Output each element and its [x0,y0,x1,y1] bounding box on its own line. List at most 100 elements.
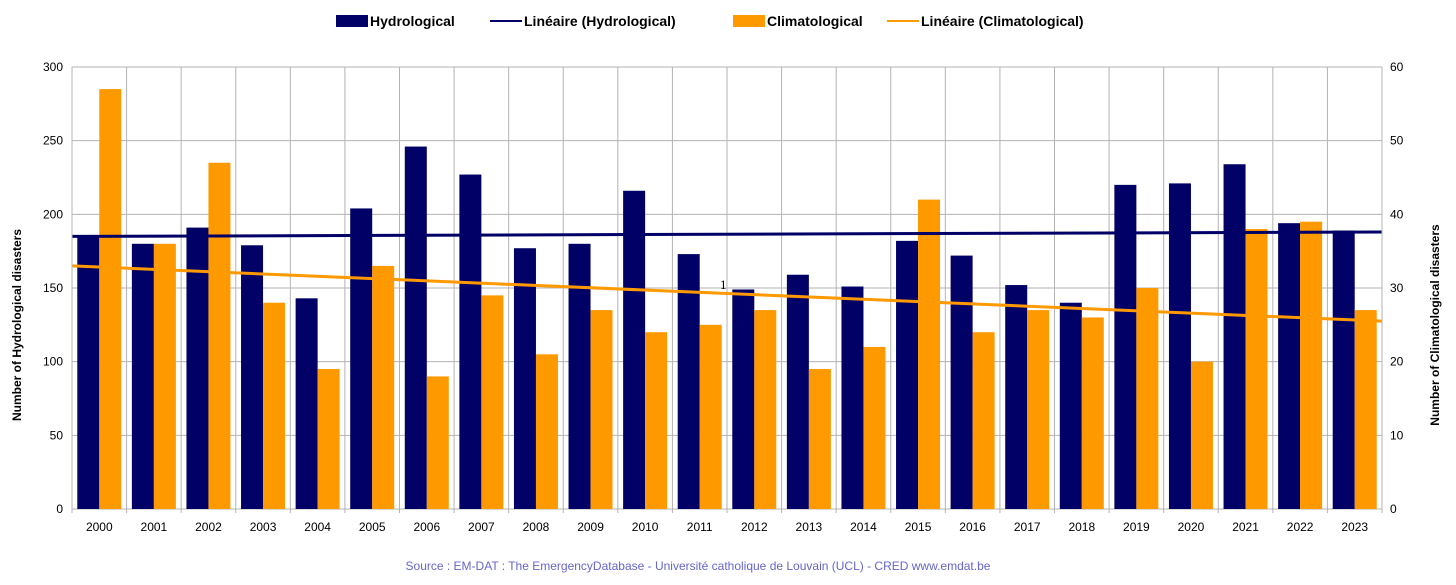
y-axis-title: Number of Hydrological disasters [10,229,24,421]
y2-tick-label: 30 [1390,281,1404,295]
bar-hydrological-2012 [732,289,755,509]
bar-climatological-2011 [699,324,722,509]
legend-label: Hydrological [370,13,455,29]
source-caption: Source : EM-DAT : The EmergencyDatabase … [406,559,991,573]
bar-climatological-2014 [863,346,886,509]
y-tick-label: 50 [50,428,64,442]
x-tick-label: 2022 [1287,520,1314,534]
trendlines [71,230,1383,323]
bar-climatological-2018 [1081,317,1104,509]
x-tick-label: 2007 [468,520,495,534]
bar-climatological-2021 [1245,229,1268,510]
y-tick-label: 250 [43,134,63,148]
x-tick-label: 2013 [796,520,823,534]
bar-climatological-2017 [1027,310,1050,509]
legend-swatch [336,15,368,27]
bar-hydrological-2022 [1278,223,1301,509]
bar-climatological-2016 [972,332,995,509]
x-tick-label: 2016 [959,520,986,534]
x-tick-label: 2014 [850,520,877,534]
x-tick-label: 2004 [304,520,331,534]
axes: 2000 2001 2002 2003 2004 2005 2006 2007 2008 2009… [43,60,1404,534]
x-tick-label: 2002 [195,520,222,534]
y-tick-label: 100 [43,355,63,369]
bar-hydrological-2002 [186,227,209,510]
bar-hydrological-2023 [1332,230,1355,510]
bar-hydrological-2020 [1168,183,1191,510]
y-tick-label: 200 [43,207,63,221]
x-tick-label: 2018 [1068,520,1095,534]
y2-tick-label: 50 [1390,134,1404,148]
bar-hydrological-2013 [786,274,809,509]
bar-hydrological-2003 [241,245,264,510]
x-tick-label: 2001 [141,520,168,534]
x-tick-label: 2003 [250,520,277,534]
x-tick-label: 2005 [359,520,386,534]
y2-tick-label: 10 [1390,428,1404,442]
x-tick-label: 2011 [687,520,713,534]
legend-item-3: Linéaire (Climatological) [887,13,1084,29]
legend-item-1: Linéaire (Hydrological) [490,13,676,29]
bar-hydrological-2000 [77,236,100,509]
bar-climatological-2022 [1300,221,1323,509]
bar-climatological-2019 [1136,288,1159,509]
bar-climatological-2001 [153,243,176,510]
bar-climatological-2002 [208,162,231,509]
bar-hydrological-2017 [1005,285,1028,509]
bar-climatological-2004 [317,369,340,509]
x-tick-label: 2012 [741,520,768,534]
bar-hydrological-2009 [568,243,591,510]
bar-hydrological-2016 [950,255,973,509]
legend-label: Linéaire (Climatological) [921,13,1084,29]
legend: Hydrological Linéaire (Hydrological) Clima… [336,13,1084,29]
legend-label: Climatological [767,13,863,29]
bar-climatological-2010 [645,332,668,509]
bar-hydrological-2010 [623,190,646,509]
bar-climatological-2023 [1354,310,1377,509]
bars [77,89,1377,510]
y-tick-label: 150 [43,281,63,295]
bar-hydrological-2015 [896,240,919,509]
x-tick-label: 2017 [1014,520,1041,534]
bar-hydrological-2007 [459,174,482,509]
bar-climatological-2008 [535,354,558,509]
data-label-annotation: 1 [720,277,727,292]
bar-climatological-2012 [754,310,777,509]
y-tick-label: 300 [43,60,63,74]
trendline-climatological [71,264,1383,323]
bar-climatological-2015 [918,199,941,509]
bar-climatological-2007 [481,295,504,509]
x-tick-label: 2009 [577,520,604,534]
x-tick-label: 2023 [1341,520,1368,534]
bar-hydrological-2021 [1223,164,1246,510]
legend-item-2: Climatological [733,13,863,29]
y2-tick-label: 20 [1390,355,1404,369]
y2-tick-label: 60 [1390,60,1404,74]
y2-axis-title: Number of Climatological disasters [1428,224,1442,426]
x-tick-label: 2000 [86,520,113,534]
bar-hydrological-2004 [295,298,318,509]
bar-hydrological-2006 [404,146,427,509]
trendline-hydrological [71,230,1383,238]
bar-climatological-2003 [263,302,286,509]
bar-climatological-2005 [372,265,395,509]
bar-hydrological-2001 [131,243,154,510]
bar-climatological-2020 [1190,361,1213,509]
legend-swatch [733,15,765,27]
bar-climatological-2000 [99,89,122,509]
x-tick-label: 2019 [1123,520,1150,534]
legend-label: Linéaire (Hydrological) [524,13,676,29]
bar-hydrological-2005 [350,208,373,509]
y-tick-label: 0 [56,502,63,516]
y2-tick-label: 40 [1390,207,1404,221]
grid [71,66,1383,513]
bar-hydrological-2018 [1059,302,1082,509]
x-tick-label: 2015 [905,520,932,534]
x-tick-label: 2021 [1232,520,1259,534]
bar-climatological-2013 [808,369,831,509]
y2-tick-label: 0 [1390,502,1397,516]
x-tick-label: 2010 [632,520,659,534]
bar-hydrological-2019 [1114,184,1137,509]
bar-climatological-2009 [590,310,613,509]
